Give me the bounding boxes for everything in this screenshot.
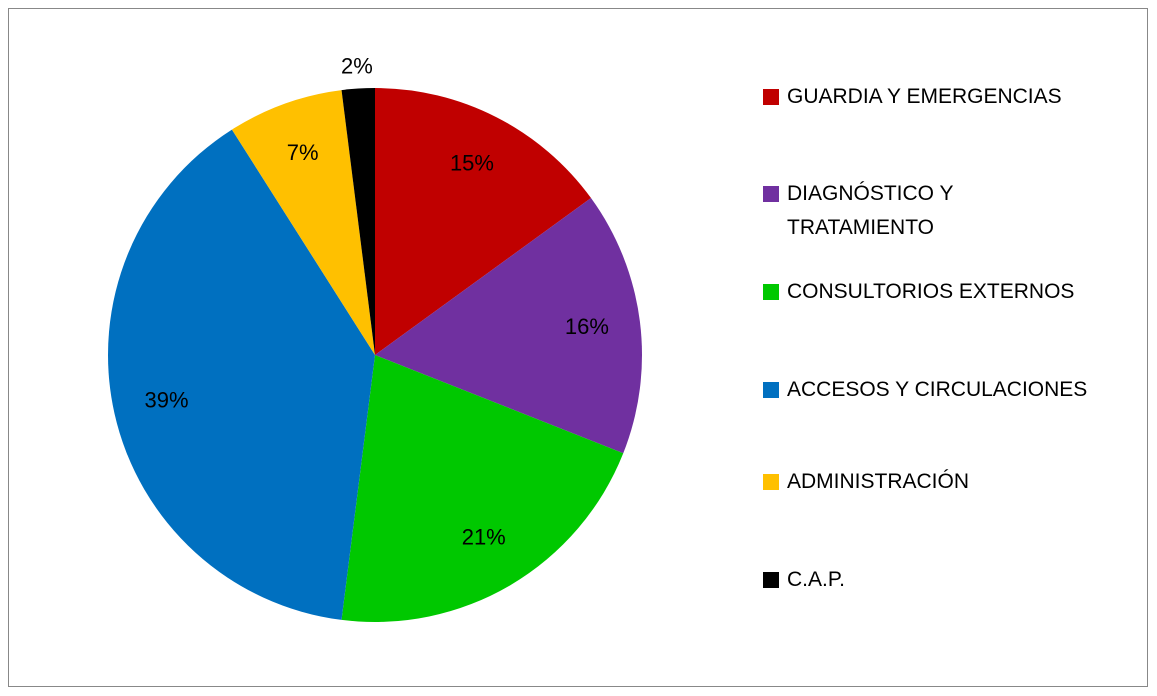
data-label: 39%	[145, 387, 189, 412]
pie-slice	[231, 90, 375, 355]
legend-item: DIAGNÓSTICO Y TRATAMIENTO	[763, 177, 1093, 245]
legend-label: ADMINISTRACIÓN	[787, 470, 970, 493]
data-label: 2%	[341, 53, 373, 78]
pie-slice	[375, 88, 592, 355]
legend-swatch	[763, 284, 779, 300]
legend-item: ACCESOS Y CIRCULACIONES	[763, 373, 1093, 407]
data-label: 21%	[462, 525, 506, 550]
pie-slice	[375, 198, 642, 454]
legend-label: DIAGNÓSTICO Y TRATAMIENTO	[787, 182, 954, 239]
legend-swatch	[763, 572, 779, 588]
legend-label: ACCESOS Y CIRCULACIONES	[787, 378, 1088, 401]
pie-slice	[107, 129, 375, 620]
chart-frame	[8, 8, 1148, 687]
legend-swatch	[763, 186, 779, 202]
legend-swatch	[763, 89, 779, 105]
legend-item: GUARDIA Y EMERGENCIAS	[763, 80, 1093, 114]
legend-label: GUARDIA Y EMERGENCIAS	[787, 85, 1062, 108]
legend-item: C.A.P.	[763, 563, 1093, 597]
legend-item: ADMINISTRACIÓN	[763, 465, 1093, 499]
data-label: 7%	[287, 140, 319, 165]
pie-slice	[341, 355, 624, 622]
legend-label: CONSULTORIOS EXTERNOS	[787, 280, 1075, 303]
data-label: 15%	[450, 150, 494, 175]
legend-swatch	[763, 474, 779, 490]
pie-slice	[341, 88, 375, 355]
legend-item: CONSULTORIOS EXTERNOS	[763, 275, 1093, 309]
data-label: 16%	[565, 314, 609, 339]
legend-label: C.A.P.	[787, 568, 845, 591]
legend-swatch	[763, 382, 779, 398]
